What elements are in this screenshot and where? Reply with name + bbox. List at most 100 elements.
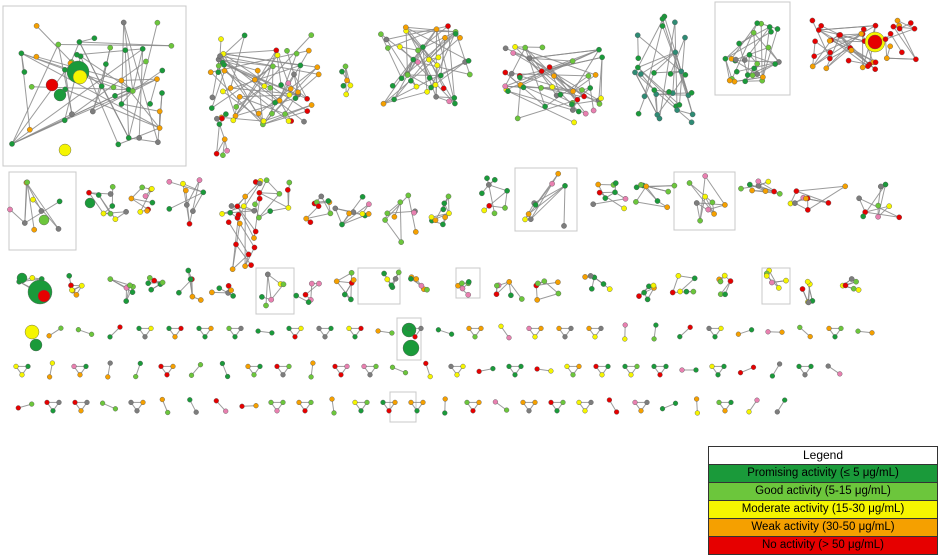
network-edge bbox=[386, 201, 401, 214]
network-node bbox=[452, 100, 458, 107]
network-edge bbox=[393, 37, 446, 100]
network-node bbox=[286, 325, 292, 332]
network-node bbox=[287, 86, 294, 92]
network-edge bbox=[232, 254, 249, 270]
network-node bbox=[491, 176, 498, 183]
network-node bbox=[209, 289, 215, 296]
network-node bbox=[722, 55, 729, 62]
network-node bbox=[769, 373, 776, 379]
network-node bbox=[137, 209, 144, 215]
network-edge bbox=[128, 22, 158, 139]
network-node bbox=[296, 399, 302, 406]
network-edge bbox=[517, 84, 521, 119]
network-edge bbox=[270, 207, 289, 212]
network-edge bbox=[216, 124, 220, 154]
network-edge bbox=[211, 65, 274, 109]
network-node bbox=[837, 371, 843, 377]
network-node bbox=[302, 408, 308, 414]
network-node bbox=[154, 76, 160, 82]
network-node bbox=[432, 82, 439, 88]
network-node bbox=[125, 135, 132, 141]
network-node bbox=[738, 185, 744, 192]
network-edge bbox=[192, 192, 204, 212]
network-node bbox=[823, 65, 830, 72]
network-node bbox=[260, 118, 267, 124]
network-node bbox=[505, 88, 511, 94]
network-node bbox=[185, 267, 192, 274]
network-node bbox=[359, 210, 366, 217]
network-node bbox=[842, 183, 849, 190]
network-edge bbox=[267, 274, 272, 300]
highlight-frame bbox=[389, 391, 417, 423]
network-node bbox=[809, 63, 816, 70]
network-node bbox=[671, 182, 678, 189]
network-edge bbox=[239, 96, 286, 115]
network-node bbox=[333, 278, 340, 285]
network-node bbox=[225, 219, 232, 225]
network-node bbox=[193, 409, 199, 415]
network-node bbox=[555, 279, 561, 286]
network-edge bbox=[189, 179, 200, 224]
network-node bbox=[303, 215, 310, 222]
network-edge bbox=[210, 71, 264, 125]
network-node bbox=[802, 372, 808, 378]
network-node bbox=[508, 70, 515, 77]
network-node bbox=[327, 210, 334, 217]
network-node bbox=[182, 187, 189, 194]
network-node bbox=[672, 49, 679, 56]
network-node bbox=[408, 399, 414, 406]
network-node bbox=[688, 119, 695, 126]
network-node bbox=[128, 399, 134, 406]
network-node bbox=[229, 266, 236, 273]
network-node bbox=[251, 244, 258, 251]
network-edge bbox=[258, 193, 280, 218]
network-node bbox=[129, 289, 136, 296]
network-edge bbox=[305, 283, 320, 296]
network-node bbox=[641, 289, 647, 296]
network-edge bbox=[436, 96, 455, 99]
network-node bbox=[423, 360, 429, 367]
network-node bbox=[240, 203, 247, 209]
network-edge bbox=[645, 186, 658, 202]
network-node bbox=[605, 363, 611, 370]
network-node bbox=[538, 68, 545, 74]
network-node bbox=[344, 363, 350, 370]
network-node bbox=[404, 72, 411, 78]
network-node bbox=[91, 35, 98, 42]
network-node bbox=[677, 334, 683, 340]
network-node bbox=[221, 68, 228, 74]
network-node bbox=[38, 208, 45, 214]
network-node bbox=[744, 72, 751, 78]
network-node bbox=[398, 239, 405, 245]
network-node bbox=[826, 38, 833, 44]
network-node bbox=[479, 190, 485, 197]
network-node bbox=[24, 179, 31, 186]
network-node bbox=[207, 69, 214, 75]
network-edge bbox=[138, 48, 144, 138]
network-node bbox=[389, 83, 396, 89]
network-node bbox=[799, 286, 806, 292]
network-node bbox=[896, 214, 903, 221]
network-node bbox=[887, 43, 894, 50]
network-node bbox=[575, 108, 582, 115]
network-node bbox=[166, 325, 172, 332]
network-node bbox=[747, 181, 753, 188]
network-edge bbox=[514, 46, 596, 76]
network-node bbox=[860, 213, 867, 220]
network-node bbox=[176, 289, 182, 296]
network-node bbox=[71, 363, 77, 370]
network-node bbox=[118, 101, 125, 107]
network-edge bbox=[511, 73, 589, 77]
network-node bbox=[77, 372, 83, 378]
network-node bbox=[522, 44, 529, 51]
network-node bbox=[502, 69, 509, 76]
network-node bbox=[21, 69, 28, 75]
network-node bbox=[235, 211, 242, 218]
network-node bbox=[721, 272, 728, 279]
network-edge bbox=[885, 28, 915, 40]
network-node bbox=[46, 374, 53, 380]
network-edge bbox=[440, 61, 466, 76]
network-edge bbox=[223, 49, 277, 55]
network-edge bbox=[504, 190, 508, 208]
network-node bbox=[415, 59, 421, 65]
